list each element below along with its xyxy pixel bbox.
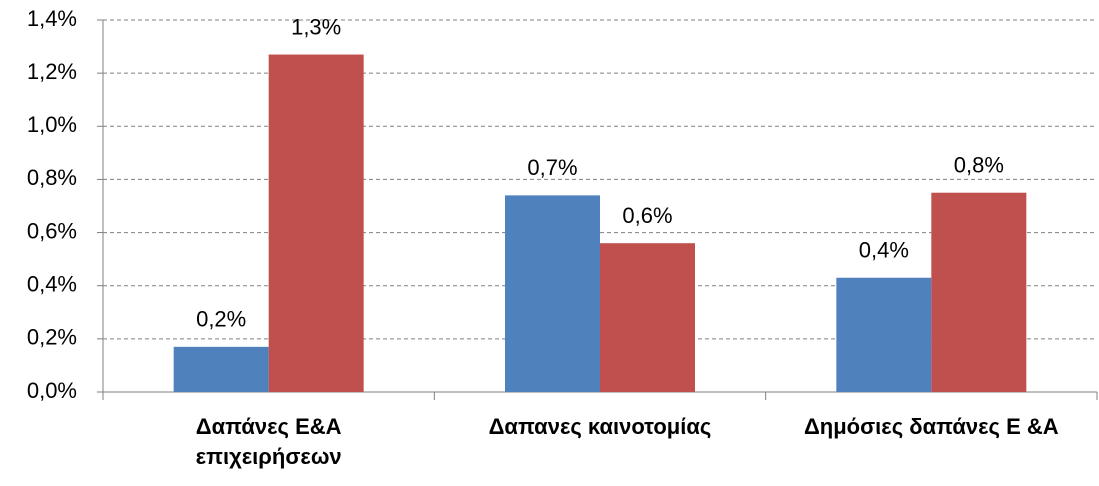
bar [268, 54, 364, 393]
y-tick-label: 0,8% [27, 165, 77, 190]
y-tick-label: 0,6% [27, 218, 77, 243]
value-label: 0,8% [954, 153, 1004, 178]
bar [931, 192, 1027, 392]
y-tick-label: 1,4% [27, 6, 77, 31]
x-tick-label: Δαπάνες Ε&Α επιχειρήσεων [195, 414, 342, 469]
value-label: 0,4% [859, 238, 909, 263]
value-label: 0,7% [527, 155, 577, 180]
value-label: 0,2% [196, 307, 246, 332]
y-tick-label: 0,2% [27, 325, 77, 350]
bar [505, 195, 600, 392]
x-tick-label: Δαπανες καινοτομίας [488, 414, 712, 439]
bar [836, 277, 932, 392]
bar [173, 346, 269, 392]
value-label: 0,6% [622, 203, 672, 228]
value-label: 1,3% [291, 14, 341, 39]
y-tick-label: 0,4% [27, 272, 77, 297]
y-tick-label: 1,2% [27, 59, 77, 84]
bar [600, 243, 695, 392]
x-tick-label: Δημόσιες δαπάνες Ε &Α [803, 414, 1059, 439]
y-tick-label: 1,0% [27, 112, 77, 137]
y-tick-label: 0,0% [27, 378, 77, 403]
